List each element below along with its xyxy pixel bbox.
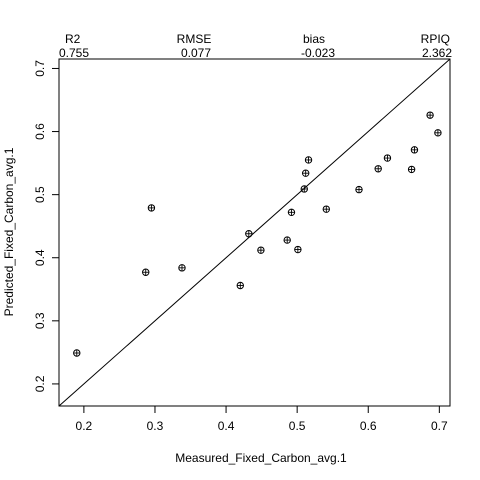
data-point — [374, 165, 382, 173]
data-point — [147, 204, 156, 212]
x-tick-label: 0.4 — [218, 419, 235, 433]
x-axis: 0.2 0.3 0.4 0.5 0.6 0.7 — [76, 406, 448, 433]
stat-value: 2.362 — [422, 46, 452, 60]
data-point — [178, 264, 186, 272]
y-tick-label: 0.2 — [33, 375, 47, 392]
y-tick-label: 0.3 — [33, 312, 47, 329]
data-point — [257, 246, 265, 254]
one-to-one-line — [58, 58, 451, 407]
data-point — [410, 146, 419, 154]
stat-label: RMSE — [177, 32, 212, 46]
data-points — [73, 111, 442, 357]
y-tick-label: 0.4 — [33, 249, 47, 266]
x-tick-label: 0.7 — [431, 419, 448, 433]
data-point — [245, 230, 253, 238]
x-tick-label: 0.3 — [147, 419, 164, 433]
y-tick-label: 0.6 — [33, 123, 47, 140]
data-point — [236, 281, 244, 290]
y-axis: 0.2 0.3 0.4 0.5 0.6 0.7 — [33, 60, 59, 392]
stat-value: 0.755 — [59, 46, 89, 60]
stat-label: bias — [303, 32, 325, 46]
x-tick-label: 0.2 — [76, 419, 93, 433]
data-point — [142, 268, 150, 276]
data-point — [322, 205, 331, 213]
data-point — [287, 208, 296, 217]
data-point — [383, 154, 392, 162]
stat-value: 0.077 — [181, 46, 211, 60]
data-point — [304, 156, 313, 164]
data-point — [301, 169, 310, 177]
data-point — [434, 129, 442, 137]
x-tick-label: 0.6 — [360, 419, 377, 433]
y-tick-label: 0.5 — [33, 186, 47, 203]
stat-label: R2 — [65, 32, 81, 46]
y-axis-title: Predicted_Fixed_Carbon_avg.1 — [2, 147, 16, 316]
data-point — [355, 185, 363, 194]
x-tick-label: 0.5 — [289, 419, 306, 433]
data-point — [300, 185, 308, 193]
data-point — [283, 236, 291, 244]
data-point — [426, 111, 434, 119]
data-point — [294, 245, 302, 254]
y-tick-label: 0.7 — [33, 60, 47, 77]
plot-area-border — [58, 58, 451, 407]
x-axis-title: Measured_Fixed_Carbon_avg.1 — [175, 451, 347, 465]
stat-label: RPIQ — [421, 32, 450, 46]
stat-value: -0.023 — [301, 46, 335, 60]
data-point — [73, 349, 81, 357]
data-point — [407, 165, 416, 174]
